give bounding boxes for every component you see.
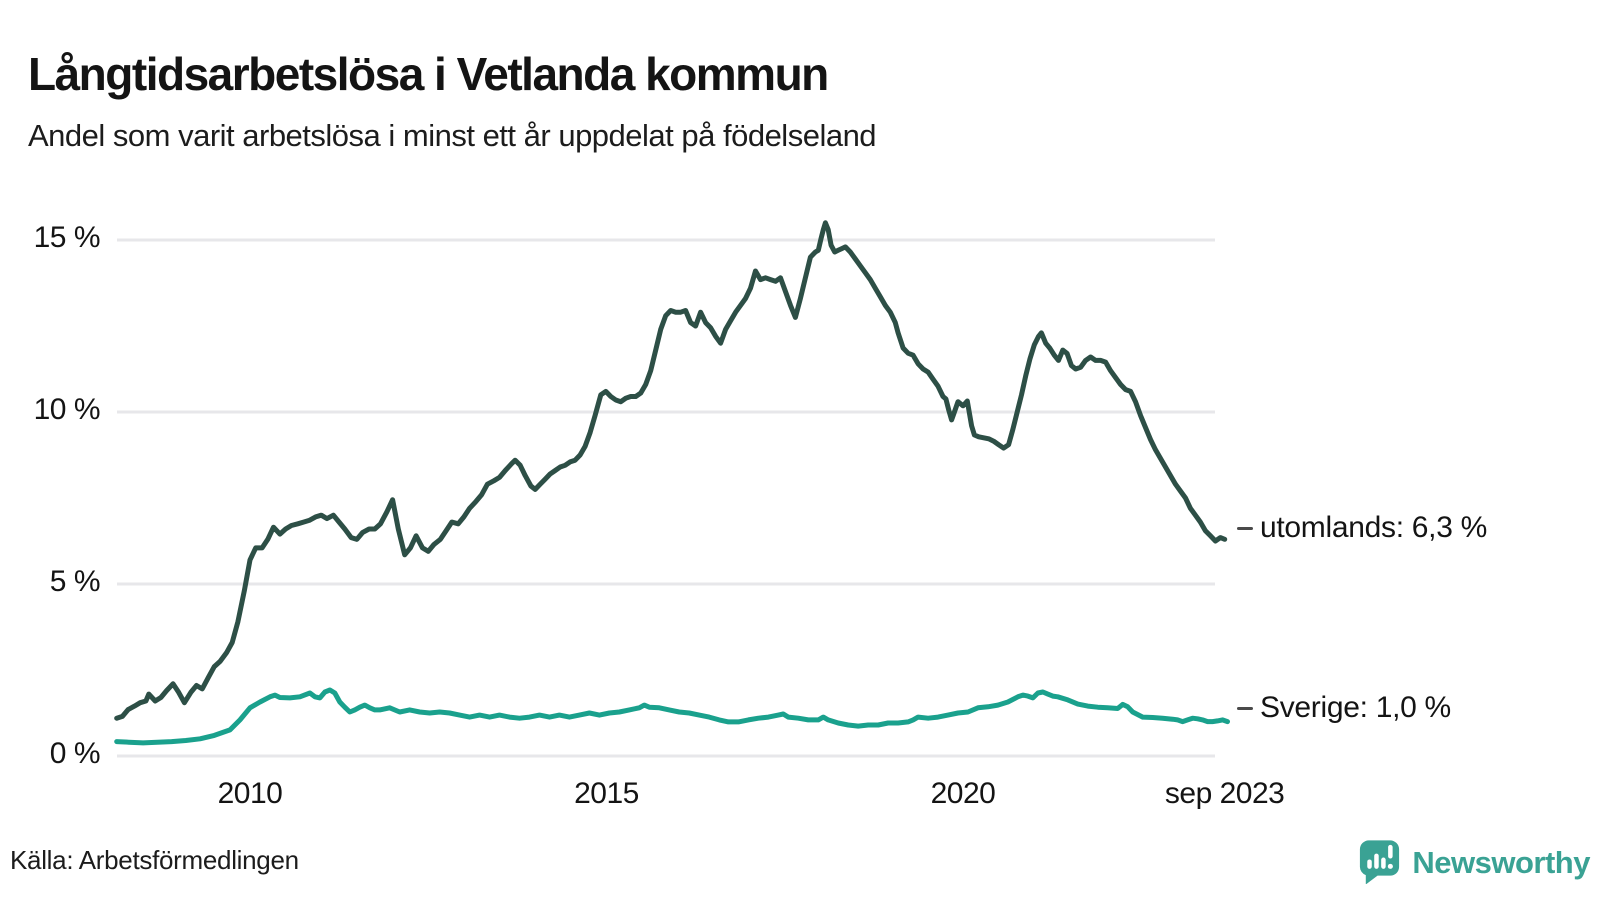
page-title: Långtidsarbetslösa i Vetlanda kommun <box>28 47 829 100</box>
line-series-utomlands <box>114 220 1228 721</box>
label-connector-dash-icon <box>1237 526 1253 530</box>
source-note: Källa: Arbetsförmedlingen <box>10 845 299 875</box>
brand-name: Newsworthy <box>1412 844 1590 880</box>
chart-subtitle: Andel som varit arbetslösa i minst ett å… <box>28 118 877 153</box>
x-axis-tick-label: 2010 <box>217 777 283 810</box>
series-label-sverige-text: Sverige: 1,0 % <box>1260 691 1451 724</box>
y-axis-tick-label: 15 % <box>33 221 101 254</box>
y-axis-tick-label: 0 % <box>49 737 101 770</box>
x-axis-tick-label: 2020 <box>930 777 996 810</box>
label-connector-dash-icon <box>1237 706 1253 710</box>
x-axis-tick-label: sep 2023 <box>1164 777 1285 810</box>
series-label-utomlands: utomlands: 6,3 % <box>1237 511 1487 545</box>
newsworthy-logo-icon <box>1356 836 1403 889</box>
series-label-utomlands-text: utomlands: 6,3 % <box>1260 511 1487 544</box>
line-series-Sverige <box>114 687 1230 746</box>
y-axis-tick-label: 5 % <box>49 565 101 598</box>
y-axis-tick-label: 10 % <box>33 393 101 426</box>
x-axis-tick-label: 2015 <box>574 777 639 810</box>
series-label-sverige: Sverige: 1,0 % <box>1237 691 1451 725</box>
brand-footer: Newsworthy <box>1356 836 1590 889</box>
